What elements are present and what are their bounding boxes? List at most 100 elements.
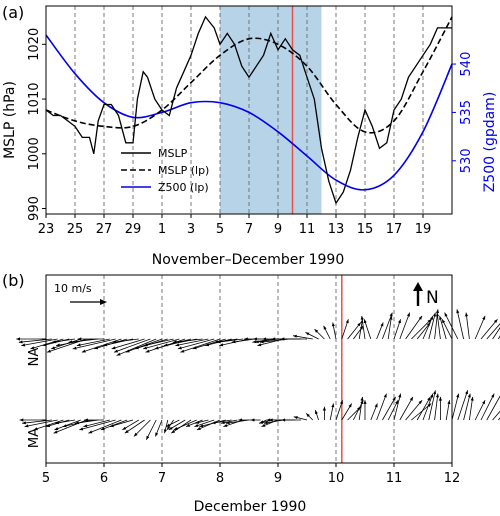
wind-vector-head [374, 403, 378, 408]
wind-vector-head [124, 429, 129, 434]
legend-label: MSLP (lp) [158, 164, 209, 177]
panel-a-legend: MSLP MSLP (lp) Z500 (lp) [121, 147, 209, 194]
wind-vector [72, 338, 116, 350]
panel-b-frame [45, 274, 453, 464]
wind-vector-head [254, 340, 259, 344]
wind-vector-head [24, 424, 29, 428]
wind-vector-head [392, 396, 396, 401]
x-tick-label: 9 [274, 222, 282, 237]
wind-vector [109, 419, 134, 427]
wind-vector-head [430, 393, 434, 398]
wind-vector-head [359, 325, 364, 330]
wind-vector [75, 419, 99, 424]
wind-vector-head [305, 332, 310, 336]
wind-vector [111, 338, 145, 350]
wind-vector-head [133, 432, 138, 437]
wind-vector-head [175, 343, 180, 347]
wind-vector-head [168, 426, 173, 430]
wind-vector-head [357, 322, 361, 327]
north-label: N [426, 288, 439, 308]
wind-vector-head [76, 343, 81, 347]
wind-vector-head [257, 343, 262, 347]
wind-vector-head [22, 421, 26, 425]
wind-vector-head [250, 418, 255, 422]
wind-vector-head [112, 340, 117, 344]
wind-vector-head [122, 426, 127, 430]
wind-vector-head [398, 393, 402, 398]
wind-vector [451, 393, 459, 421]
row-label: NA [27, 348, 42, 367]
wind-vector [457, 390, 469, 421]
wind-vector-head [19, 418, 24, 422]
wind-vector-head [177, 346, 182, 350]
wind-vector [142, 338, 180, 350]
wind-vector-head [81, 349, 86, 353]
wind-vector [100, 419, 128, 431]
panel-b-row-labels: NA MA [27, 338, 46, 448]
wind-vector [216, 338, 244, 343]
y-tick-label: 990 [27, 196, 42, 221]
wind-vector-head [46, 424, 51, 428]
wind-vector-head [345, 319, 349, 324]
wind-vector-head [154, 346, 159, 350]
x-tick-label: 19 [415, 222, 432, 237]
wind-vector [173, 419, 197, 431]
x-tick-label: 1 [158, 222, 166, 237]
wind-vector [88, 419, 122, 434]
wind-vector-head [380, 322, 384, 327]
wind-vector-head [77, 337, 82, 341]
wind-vector [405, 399, 423, 421]
wind-vector-head [264, 421, 268, 425]
wind-vector-head [134, 346, 139, 350]
wind-vector-head [125, 349, 130, 353]
wind-vector-head [111, 346, 116, 350]
wind-vector-head [491, 393, 495, 398]
scale-arrow [70, 299, 107, 305]
wind-vector-head [418, 315, 423, 320]
wind-vector-head [281, 418, 286, 422]
wind-vector-head [395, 400, 399, 405]
wind-vector [439, 315, 447, 340]
x-tick-label: 3 [187, 222, 195, 237]
scale-arrow-head [100, 299, 107, 305]
wind-vector [143, 338, 174, 346]
wind-vector-head [51, 346, 56, 350]
wind-vector-head [436, 312, 440, 317]
x-tick-label: 27 [96, 222, 113, 237]
wind-vector-head [167, 426, 171, 430]
wind-vector-head [259, 420, 263, 424]
wind-vector-head [109, 424, 114, 428]
wind-vector-head [171, 429, 176, 434]
wind-vector [358, 396, 363, 421]
wind-vector-head [323, 325, 327, 330]
wind-vector-head [363, 319, 367, 324]
panel-b-x-ticks: 5 6 7 8 9 10 11 12 [42, 463, 460, 486]
wind-vector-head [340, 400, 343, 405]
wind-vector-head [438, 396, 442, 401]
wind-vector-head [383, 393, 387, 398]
row-label: MA [27, 428, 42, 448]
wind-vector-head [280, 337, 285, 341]
panel-a-y-ticks: 990 1000 1010 1020 [27, 28, 46, 221]
wind-vector-head [143, 346, 148, 350]
wind-vector-head [447, 400, 451, 405]
panel-b-gridlines [103, 275, 395, 463]
wind-vector-head [186, 423, 191, 427]
wind-vector-head [219, 343, 224, 347]
wind-vector [428, 312, 436, 340]
wind-vector [393, 393, 401, 421]
wind-vector-head [83, 424, 88, 428]
wind-vector [79, 419, 116, 431]
panel-b-vectors [16, 309, 500, 440]
panel-a-plot: 23 25 27 29 1 3 5 7 9 11 13 15 17 19 990100010101020 … [27, 5, 474, 237]
wind-vector-head [116, 352, 121, 356]
wind-vector-head [322, 406, 326, 411]
wind-vector-head [252, 340, 257, 344]
wind-vector-head [271, 337, 276, 341]
wind-vector-head [493, 319, 498, 323]
wind-vector [83, 419, 110, 427]
wind-vector-head [433, 390, 437, 395]
wind-vector-head [172, 340, 177, 344]
x-tick-label: 13 [328, 222, 345, 237]
wind-vector-head [30, 346, 35, 350]
